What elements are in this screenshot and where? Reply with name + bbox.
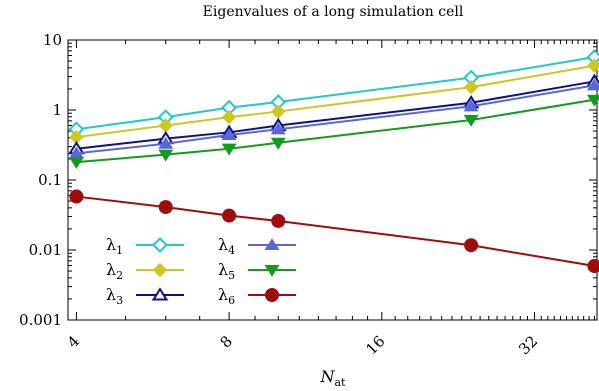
y-tick-label: 1 xyxy=(52,101,62,119)
data-point xyxy=(270,137,286,150)
data-point xyxy=(586,78,599,91)
legend-marker xyxy=(151,287,169,301)
legend-label: λ4 xyxy=(218,235,235,257)
y-tick-label: 0.001 xyxy=(19,311,62,329)
legend-label: λ2 xyxy=(106,260,123,282)
legend-marker xyxy=(152,262,168,278)
legend-label: λ6 xyxy=(218,285,235,307)
x-tick-label: 32 xyxy=(515,332,541,358)
legend-label-symbol: λ xyxy=(106,235,116,254)
x-axis-label-main: N xyxy=(320,367,336,386)
legend-label-symbol: λ xyxy=(218,260,228,279)
y-tick-label: 0.01 xyxy=(29,241,62,259)
series-lambda-2 xyxy=(69,58,599,145)
legend-item-lambda-5: λ5 xyxy=(218,260,296,282)
data-point xyxy=(69,189,84,204)
legend-label-subscript: 5 xyxy=(228,269,235,282)
legend-item-lambda-4: λ4 xyxy=(218,235,296,257)
series-line xyxy=(76,195,595,268)
data-point xyxy=(69,157,84,169)
data-point xyxy=(221,143,237,156)
data-point xyxy=(586,94,599,107)
series-line xyxy=(76,80,595,150)
x-tick-label: 16 xyxy=(362,332,388,358)
legend-marker xyxy=(265,288,279,302)
series-line xyxy=(76,98,595,164)
data-point xyxy=(587,259,599,274)
legend-label: λ1 xyxy=(106,235,123,257)
x-tick-label: 4 xyxy=(64,332,83,351)
data-point xyxy=(463,79,479,95)
y-tick-label: 0.1 xyxy=(38,171,62,189)
legend-item-lambda-1: λ1 xyxy=(106,235,184,257)
series-line xyxy=(76,56,595,131)
data-point xyxy=(221,109,237,125)
data-point xyxy=(271,213,286,228)
plot-area xyxy=(68,49,599,274)
data-point xyxy=(158,200,173,215)
legend-item-lambda-2: λ2 xyxy=(106,260,184,282)
data-point xyxy=(158,149,174,162)
series-line xyxy=(76,64,595,139)
x-axis-label-subscript: at xyxy=(335,376,347,389)
legend-label-symbol: λ xyxy=(218,285,228,304)
legend-label-symbol: λ xyxy=(106,260,116,279)
legend-marker xyxy=(264,264,280,277)
chart-title: Eigenvalues of a long simulation cell xyxy=(203,4,464,20)
plot-frame xyxy=(67,39,598,321)
data-point xyxy=(463,114,479,127)
legend-label: λ5 xyxy=(218,260,235,282)
legend-item-lambda-3: λ3 xyxy=(106,285,184,307)
legend-label-subscript: 4 xyxy=(228,244,235,257)
legend-item-lambda-6: λ6 xyxy=(218,285,296,307)
legend-label-subscript: 2 xyxy=(116,269,123,282)
x-tick-label: 8 xyxy=(216,332,235,351)
data-point xyxy=(221,128,237,141)
series-lambda-6 xyxy=(69,189,599,274)
data-point xyxy=(271,104,286,119)
legend-label-symbol: λ xyxy=(218,235,228,254)
legend-marker xyxy=(264,238,280,251)
data-point xyxy=(222,208,237,223)
series-lambda-3 xyxy=(68,73,599,155)
data-point xyxy=(270,122,286,135)
y-tick-label: 10 xyxy=(43,31,62,49)
x-axis-label: Nat xyxy=(320,367,347,389)
data-point xyxy=(158,118,173,133)
legend-label-subscript: 3 xyxy=(116,294,123,307)
series-lambda-5 xyxy=(69,94,599,169)
legend-marker xyxy=(152,237,168,253)
legend-label-subscript: 6 xyxy=(228,294,235,307)
legend-label-symbol: λ xyxy=(106,285,116,304)
legend-label: λ3 xyxy=(106,285,123,307)
legend-label-subscript: 1 xyxy=(116,244,123,257)
data-point xyxy=(158,136,174,149)
data-point xyxy=(464,238,479,253)
data-point xyxy=(463,99,479,112)
series-line xyxy=(76,84,595,155)
